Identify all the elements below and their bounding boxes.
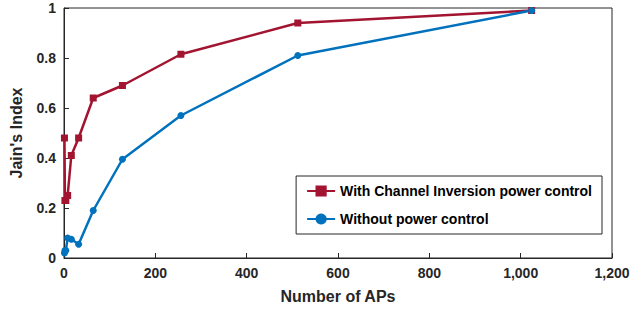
svg-text:800: 800: [418, 265, 442, 281]
svg-text:0: 0: [48, 250, 56, 266]
svg-text:400: 400: [235, 265, 259, 281]
svg-text:Without power control: Without power control: [340, 211, 488, 227]
svg-text:1,000: 1,000: [503, 265, 538, 281]
svg-text:1: 1: [48, 0, 56, 16]
svg-text:600: 600: [326, 265, 350, 281]
svg-text:1,200: 1,200: [594, 265, 629, 281]
svg-text:0.8: 0.8: [37, 50, 57, 66]
svg-text:Jain's Index: Jain's Index: [8, 87, 25, 178]
svg-text:With Channel Inversion power c: With Channel Inversion power control: [340, 183, 592, 199]
svg-text:200: 200: [144, 265, 168, 281]
svg-text:Number of APs: Number of APs: [281, 288, 396, 305]
svg-text:0.4: 0.4: [37, 150, 57, 166]
svg-text:0.6: 0.6: [37, 100, 57, 116]
svg-text:0: 0: [60, 265, 68, 281]
svg-text:0.2: 0.2: [37, 200, 57, 216]
